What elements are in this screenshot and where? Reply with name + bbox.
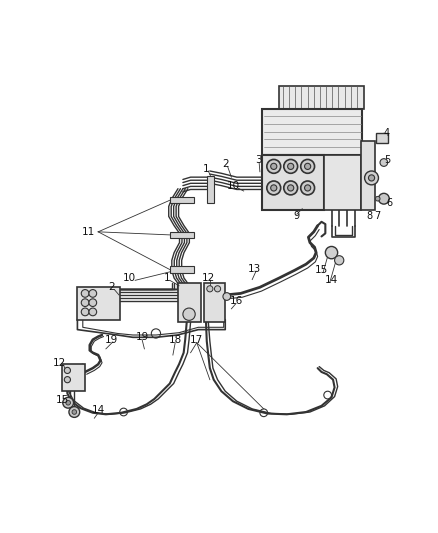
Bar [279, 85, 364, 109]
Circle shape [301, 159, 314, 173]
Circle shape [215, 286, 221, 292]
Text: 11: 11 [81, 227, 95, 237]
Bar [170, 232, 194, 238]
Bar [177, 284, 201, 322]
Text: 9: 9 [294, 212, 300, 221]
Bar [204, 284, 225, 322]
Circle shape [368, 175, 374, 181]
Circle shape [89, 289, 97, 297]
Circle shape [325, 246, 338, 259]
Circle shape [378, 193, 389, 204]
Circle shape [89, 299, 97, 306]
Circle shape [223, 293, 231, 301]
Circle shape [271, 163, 277, 169]
Bar [170, 266, 194, 273]
Circle shape [66, 400, 71, 405]
Bar [361, 141, 374, 210]
Circle shape [81, 308, 89, 316]
Text: 6: 6 [386, 198, 392, 207]
Circle shape [69, 407, 80, 417]
Text: 14: 14 [92, 406, 105, 415]
Bar [376, 133, 389, 142]
Circle shape [301, 181, 314, 195]
Bar [207, 175, 215, 203]
Circle shape [81, 299, 89, 306]
Text: 10: 10 [123, 273, 135, 283]
Circle shape [304, 163, 311, 169]
Text: 4: 4 [384, 128, 390, 138]
Circle shape [304, 185, 311, 191]
Circle shape [271, 185, 277, 191]
Circle shape [81, 289, 89, 297]
Circle shape [64, 377, 71, 383]
Circle shape [72, 410, 77, 414]
Circle shape [63, 398, 74, 408]
Text: 3: 3 [255, 155, 261, 165]
Circle shape [380, 159, 388, 166]
Circle shape [183, 308, 195, 320]
Bar [262, 155, 324, 210]
Text: 19: 19 [135, 332, 149, 342]
Circle shape [375, 196, 380, 201]
Text: 15: 15 [55, 395, 69, 406]
Text: 17: 17 [190, 335, 203, 345]
Circle shape [207, 286, 213, 292]
Circle shape [335, 256, 344, 265]
Circle shape [267, 159, 281, 173]
Text: 1: 1 [164, 273, 171, 283]
Circle shape [89, 308, 97, 316]
Text: 16: 16 [230, 296, 243, 306]
Bar [62, 364, 85, 391]
Bar [324, 155, 361, 210]
Circle shape [288, 185, 294, 191]
Text: 5: 5 [384, 155, 390, 165]
Circle shape [64, 367, 71, 374]
Text: 15: 15 [315, 265, 328, 276]
Text: 12: 12 [53, 358, 66, 368]
Text: 10: 10 [226, 181, 240, 191]
Text: 2: 2 [222, 159, 229, 169]
Circle shape [288, 163, 294, 169]
Text: 13: 13 [248, 264, 261, 274]
Bar [262, 109, 362, 155]
Text: 12: 12 [201, 273, 215, 283]
Circle shape [284, 159, 298, 173]
Bar [170, 197, 194, 203]
Circle shape [284, 181, 298, 195]
Text: 18: 18 [169, 335, 182, 345]
Text: 2: 2 [108, 282, 115, 292]
Text: 14: 14 [325, 274, 338, 285]
Text: 19: 19 [105, 335, 118, 345]
Text: 7: 7 [374, 212, 381, 221]
Circle shape [364, 171, 378, 185]
Circle shape [267, 181, 281, 195]
Text: 8: 8 [366, 212, 372, 221]
Bar [78, 287, 120, 320]
Text: 1: 1 [203, 164, 209, 174]
